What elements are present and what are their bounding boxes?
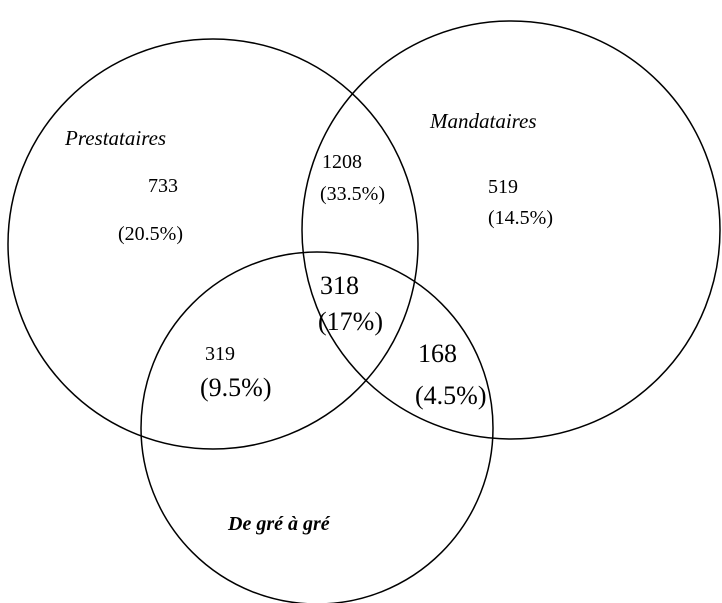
set-label: Prestataires: [64, 126, 166, 150]
set-circle: [140, 251, 494, 603]
set-circle: [7, 38, 419, 450]
region-share: (4.5%): [415, 381, 486, 410]
region-share: (33.5%): [320, 183, 385, 205]
region-count: 319: [205, 343, 235, 365]
region-count: 168: [418, 339, 457, 368]
region-count: 318: [320, 271, 359, 300]
region-share: (17%): [318, 307, 383, 336]
region-share: (9.5%): [200, 373, 271, 402]
region-count: 519: [488, 176, 518, 198]
set-label: Mandataires: [429, 109, 537, 133]
region-count: 733: [148, 175, 178, 197]
set-label: De gré à gré: [227, 513, 331, 535]
set-circle: [301, 20, 721, 440]
region-share: (14.5%): [488, 207, 553, 229]
region-share: (20.5%): [118, 223, 183, 245]
region-count: 1208: [322, 151, 362, 173]
